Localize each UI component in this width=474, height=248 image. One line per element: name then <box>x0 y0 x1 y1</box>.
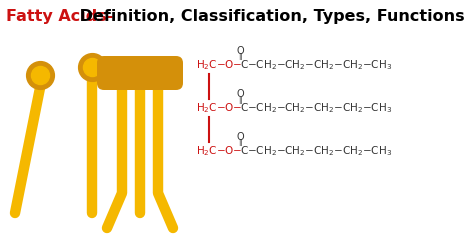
Text: C$-$CH$_2$$-$CH$_2$$-$CH$_2$$-$CH$_2$$-$CH$_3$: C$-$CH$_2$$-$CH$_2$$-$CH$_2$$-$CH$_2$$-$… <box>240 101 392 115</box>
Text: Definition, Classification, Types, Functions: Definition, Classification, Types, Funct… <box>74 9 465 24</box>
Text: H$_2$C$-$O$-$: H$_2$C$-$O$-$ <box>196 58 243 72</box>
Text: H$_2$C$-$O$-$: H$_2$C$-$O$-$ <box>196 101 243 115</box>
Text: ‖: ‖ <box>238 139 242 147</box>
Text: H$_2$C$-$O$-$: H$_2$C$-$O$-$ <box>196 144 243 158</box>
Text: C$-$CH$_2$$-$CH$_2$$-$CH$_2$$-$CH$_2$$-$CH$_3$: C$-$CH$_2$$-$CH$_2$$-$CH$_2$$-$CH$_2$$-$… <box>240 58 392 72</box>
Text: O: O <box>236 132 244 142</box>
Text: C$-$CH$_2$$-$CH$_2$$-$CH$_2$$-$CH$_2$$-$CH$_3$: C$-$CH$_2$$-$CH$_2$$-$CH$_2$$-$CH$_2$$-$… <box>240 144 392 158</box>
FancyBboxPatch shape <box>97 56 183 90</box>
Text: ‖: ‖ <box>238 96 242 103</box>
Text: O: O <box>236 46 244 56</box>
Text: O: O <box>236 89 244 99</box>
Text: ‖: ‖ <box>238 54 242 61</box>
Text: Fatty Acids-: Fatty Acids- <box>6 9 113 24</box>
